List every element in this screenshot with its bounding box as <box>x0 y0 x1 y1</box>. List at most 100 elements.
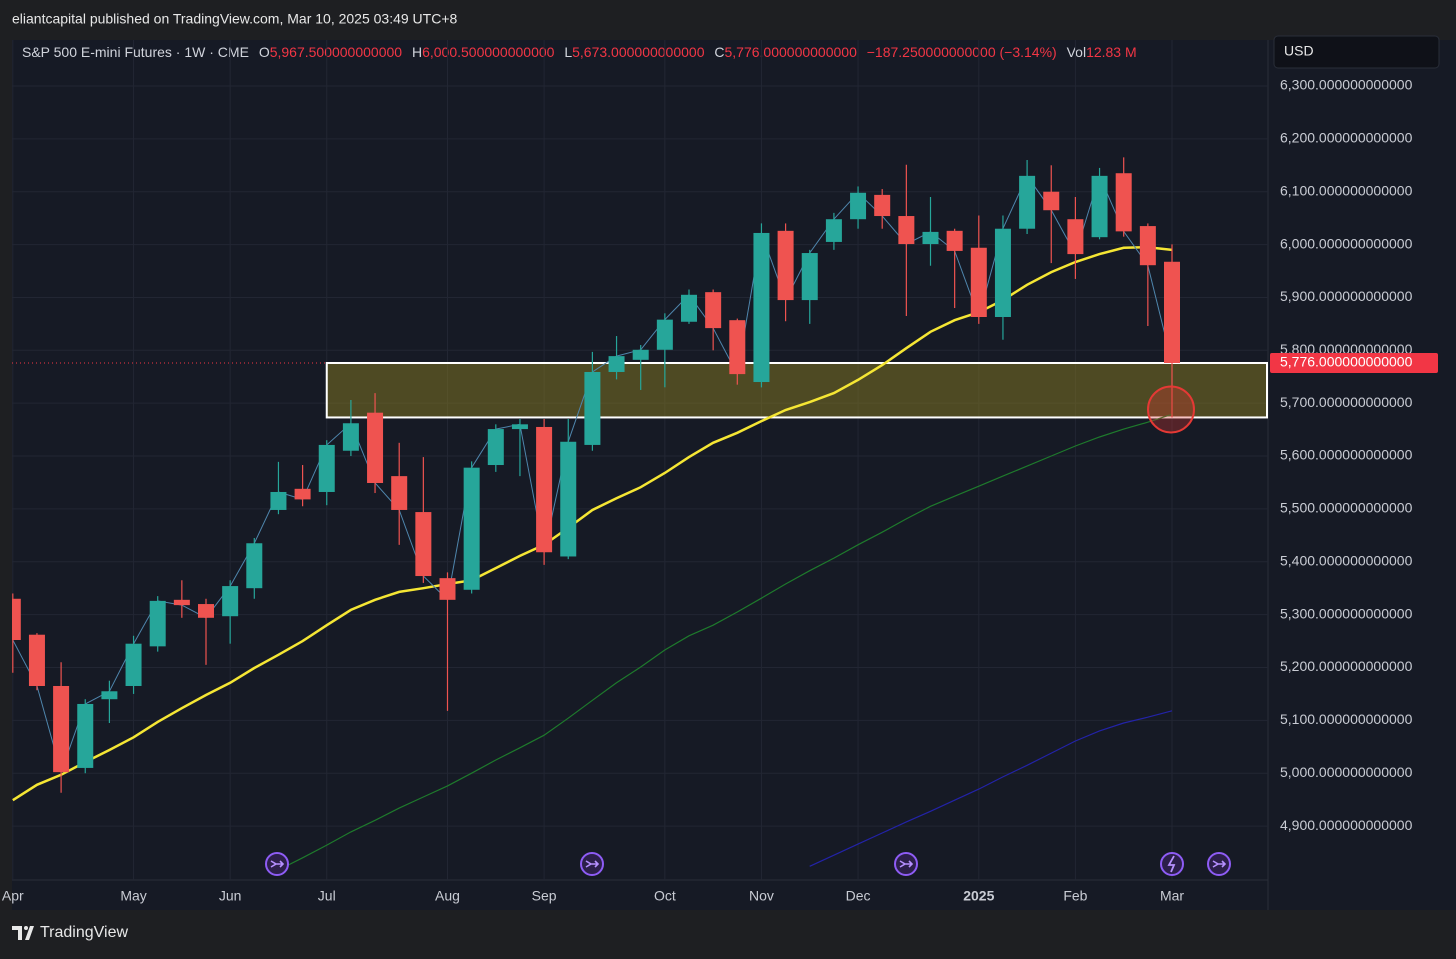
candle-body <box>825 219 842 242</box>
volume-label: Vol <box>1067 44 1086 60</box>
x-tick-label: Oct <box>654 888 676 904</box>
ohlc-key: L <box>564 44 572 60</box>
ohlc-key: O <box>259 44 270 60</box>
candle-body <box>415 512 432 577</box>
currency[interactable]: USD <box>1284 43 1314 59</box>
candle-body <box>342 423 359 451</box>
x-tick-label: 2025 <box>963 888 994 904</box>
y-tick-label: 6,300.000000000000 <box>1280 77 1413 93</box>
ohlc-value: 5,776.000000000000 <box>725 44 858 60</box>
candle-body <box>801 253 818 301</box>
candle-body <box>898 216 915 245</box>
candle-body <box>511 424 528 430</box>
y-tick-label: 5,600.000000000000 <box>1280 447 1413 463</box>
candle-body <box>753 232 770 383</box>
candle-body <box>656 319 673 350</box>
x-tick-label: Jun <box>219 888 242 904</box>
y-tick-label: 5,900.000000000000 <box>1280 288 1413 304</box>
chart-pane <box>12 40 1456 910</box>
candle-body <box>318 444 335 492</box>
event-icon[interactable] <box>1207 852 1231 876</box>
highlight-circle <box>1147 385 1195 434</box>
candle-body <box>946 230 963 251</box>
candle-body <box>777 230 794 301</box>
candle-body <box>270 491 287 510</box>
x-tick-label: May <box>120 888 146 904</box>
volume: 12.83 M <box>1086 44 1137 60</box>
ohlc-value: 6,000.500000000000 <box>422 44 555 60</box>
x-tick-label: Aug <box>435 888 460 904</box>
candle-body <box>1091 175 1108 238</box>
candle-body <box>560 441 577 557</box>
y-tick-label: 6,000.000000000000 <box>1280 235 1413 251</box>
candle-body <box>874 194 891 217</box>
currency-button[interactable] <box>1273 35 1440 69</box>
candle-body <box>1067 219 1084 255</box>
candle-body <box>173 599 190 606</box>
x-tick-label: Dec <box>846 888 871 904</box>
candle-body <box>77 703 94 768</box>
candle-body <box>729 320 746 375</box>
candle-body <box>28 634 45 686</box>
last-price-badge <box>1270 352 1438 373</box>
event-icon[interactable] <box>265 852 289 876</box>
candle-body <box>970 247 987 318</box>
x-tick-label: Jul <box>318 888 336 904</box>
y-tick-label: 5,300.000000000000 <box>1280 605 1413 621</box>
candle-body <box>246 543 263 589</box>
candle-body <box>149 600 166 647</box>
candle-body <box>681 294 697 322</box>
event-icon[interactable] <box>580 852 604 876</box>
candle-body <box>391 476 408 510</box>
y-tick-label: 5,000.000000000000 <box>1280 764 1413 780</box>
symbol-legend: S&P 500 E-mini Futures · 1W · CME O5,967… <box>22 44 1137 60</box>
ohlc-value: 5,673.000000000000 <box>572 44 705 60</box>
candle-body <box>536 426 553 553</box>
ohlc-key: H <box>412 44 422 60</box>
candle-body <box>1115 173 1132 232</box>
y-tick-label: 4,900.000000000000 <box>1280 817 1413 833</box>
last-price-label: 5,776.000000000000 <box>1280 354 1413 370</box>
x-tick-label: Mar <box>1160 888 1184 904</box>
candle-body <box>222 586 239 617</box>
candle-body <box>101 691 118 700</box>
y-tick-label: 5,400.000000000000 <box>1280 552 1413 568</box>
x-tick-label: Apr <box>2 888 24 904</box>
candle-body <box>1164 261 1180 363</box>
candle-body <box>12 598 21 640</box>
candle-body <box>53 685 70 773</box>
candle-body <box>125 643 142 686</box>
candle-body <box>1139 226 1156 266</box>
ohlc-key: C <box>714 44 724 60</box>
brand: TradingView <box>40 924 128 941</box>
event-icon[interactable] <box>1160 852 1184 876</box>
candle-body <box>439 578 456 600</box>
y-tick-label: 5,200.000000000000 <box>1280 658 1413 674</box>
candle-body <box>367 412 384 483</box>
candle-body <box>198 604 214 618</box>
y-tick-label: 5,100.000000000000 <box>1280 711 1413 727</box>
moving-average <box>278 413 1173 871</box>
event-icon[interactable] <box>894 852 918 876</box>
candle-body <box>487 429 504 466</box>
y-tick-label: 5,700.000000000000 <box>1280 394 1413 410</box>
y-tick-label: 5,500.000000000000 <box>1280 500 1413 516</box>
candle-body <box>1043 191 1060 211</box>
candle-body <box>294 488 311 500</box>
x-tick-label: Sep <box>532 888 557 904</box>
support-zone <box>325 361 1268 419</box>
x-tick-label: Nov <box>749 888 774 904</box>
change: −187.250000000000 (−3.14%) <box>867 44 1057 60</box>
candle-body <box>850 192 867 220</box>
candle-body <box>632 349 649 360</box>
candle-body <box>463 467 480 590</box>
candle-body <box>705 292 722 329</box>
y-tick-label: 6,100.000000000000 <box>1280 182 1413 198</box>
ohlc-value: 5,967.500000000000 <box>270 44 403 60</box>
event-icons <box>265 852 1231 876</box>
candle-body <box>608 356 625 372</box>
plot <box>12 40 1268 880</box>
candle-body <box>1019 175 1036 229</box>
brand-logo <box>12 926 34 940</box>
